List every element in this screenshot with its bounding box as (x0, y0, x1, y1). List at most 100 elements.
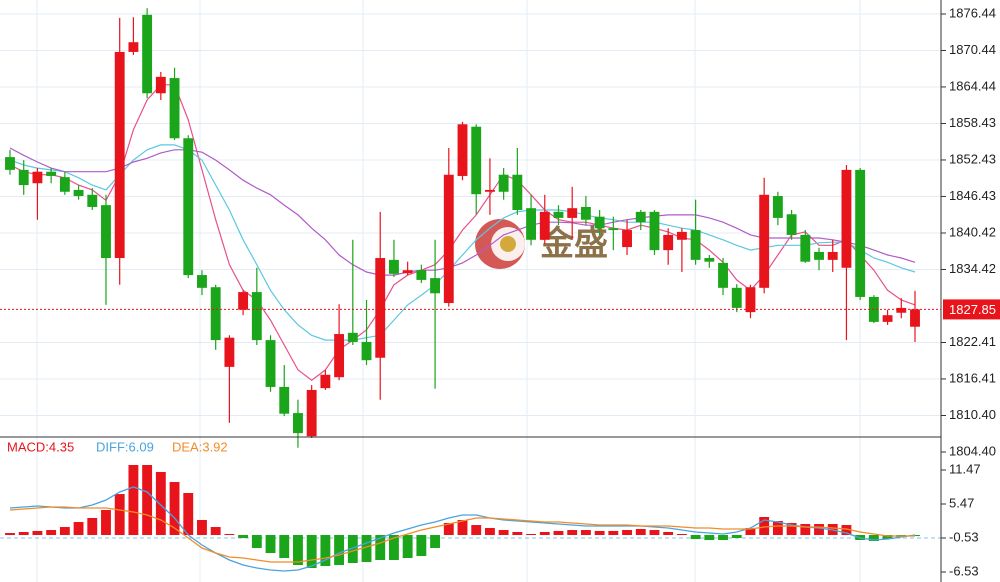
marks-layer (5, 8, 920, 572)
candle-body (567, 208, 578, 218)
candle-body (114, 51, 125, 259)
y-tick-label: 5.47 (949, 495, 974, 510)
macd-bar (402, 535, 413, 559)
macd-bar (430, 535, 441, 548)
macd-bar (183, 493, 194, 536)
macd-bar (293, 535, 303, 565)
macd-bar (718, 535, 728, 540)
macd-bar (704, 535, 715, 540)
macd-bar (471, 525, 482, 536)
candle-body (142, 14, 153, 94)
watermark-logo-dot (500, 236, 516, 252)
candle-body (580, 206, 591, 220)
candle-body (18, 169, 29, 186)
macd-bar (608, 530, 619, 536)
macd-bar (580, 530, 591, 536)
y-tick-label: 1840.42 (949, 224, 996, 239)
candle-body (608, 228, 619, 231)
candle-body (498, 174, 509, 192)
candle-body (265, 340, 276, 387)
candle-body (553, 211, 564, 218)
macd-bar (553, 530, 564, 536)
y-tick-label: -6.53 (949, 563, 979, 578)
candle-body (827, 251, 838, 260)
macd-bar (114, 494, 125, 536)
macd-bar (265, 535, 276, 554)
macd-bar (334, 535, 345, 565)
candle-body (59, 177, 70, 192)
candle-body (183, 138, 194, 276)
macd-bar (594, 530, 605, 536)
candle-body (443, 174, 454, 304)
macd-bar (622, 530, 632, 536)
y-tick-label: 1834.42 (949, 261, 996, 276)
candle-body (46, 171, 57, 176)
macd-bar (676, 533, 687, 536)
macd-bar (443, 522, 454, 536)
candle-body (279, 386, 290, 414)
macd-bar (759, 516, 770, 536)
candle-body (73, 189, 84, 197)
macd-bar (87, 518, 98, 536)
macd-bar (484, 527, 495, 536)
macd-bar (210, 527, 221, 536)
candle-body (238, 292, 249, 310)
candle-body (512, 174, 523, 211)
macd-bar (320, 535, 331, 567)
macd-bar (251, 535, 262, 548)
macd-bar (347, 535, 358, 564)
candle-body (731, 287, 742, 308)
macd-bar (690, 535, 701, 540)
candle-body (375, 258, 386, 358)
y-tick-label: 1810.40 (949, 407, 996, 422)
macd-line (9, 486, 916, 572)
macd-bar (498, 530, 509, 536)
macd-bar (361, 535, 372, 562)
candle-body (347, 332, 358, 342)
y-tick-label: -0.53 (949, 529, 979, 544)
candle-body (389, 259, 399, 274)
candle-body (169, 78, 180, 139)
candle-body (334, 334, 345, 378)
macd-bar (155, 471, 166, 536)
candle-body (896, 307, 907, 313)
y-tick-label: 1804.40 (949, 443, 996, 458)
candle-body (690, 230, 701, 260)
y-tick-label: 1816.41 (949, 370, 996, 385)
candle-body (745, 287, 756, 313)
candle-body (457, 124, 468, 176)
macd-bar (142, 465, 153, 536)
macd-bar (731, 535, 742, 539)
macd-bar (745, 527, 756, 536)
candle-body (210, 287, 221, 341)
candle-body (361, 341, 372, 361)
macd-bar (279, 535, 290, 559)
macd-bar (169, 482, 180, 536)
candle-body (87, 194, 98, 207)
macd-bar (814, 524, 824, 536)
candle-body (910, 309, 920, 327)
macd-bar (224, 533, 235, 536)
macd-bar (389, 535, 399, 561)
candle-body (663, 234, 674, 251)
candle-body (306, 389, 317, 437)
candle-body (759, 194, 770, 288)
candle-body (101, 205, 111, 259)
candle-body (635, 211, 646, 223)
candle-body (649, 211, 660, 251)
macd-bar (663, 532, 674, 536)
y-tick-label: 1864.44 (949, 78, 996, 93)
candle-body (704, 258, 715, 262)
candle-body (5, 157, 15, 170)
candle-body (484, 189, 495, 192)
macd-line (9, 506, 915, 563)
candle-body (594, 216, 605, 229)
candle-body (251, 292, 262, 341)
y-tick-label: 1846.43 (949, 188, 996, 203)
candle-body (786, 214, 797, 235)
y-tick-label: 1822.41 (949, 334, 996, 349)
candle-body (224, 337, 235, 367)
macd-bar (841, 525, 852, 536)
macd-bar (375, 535, 386, 561)
